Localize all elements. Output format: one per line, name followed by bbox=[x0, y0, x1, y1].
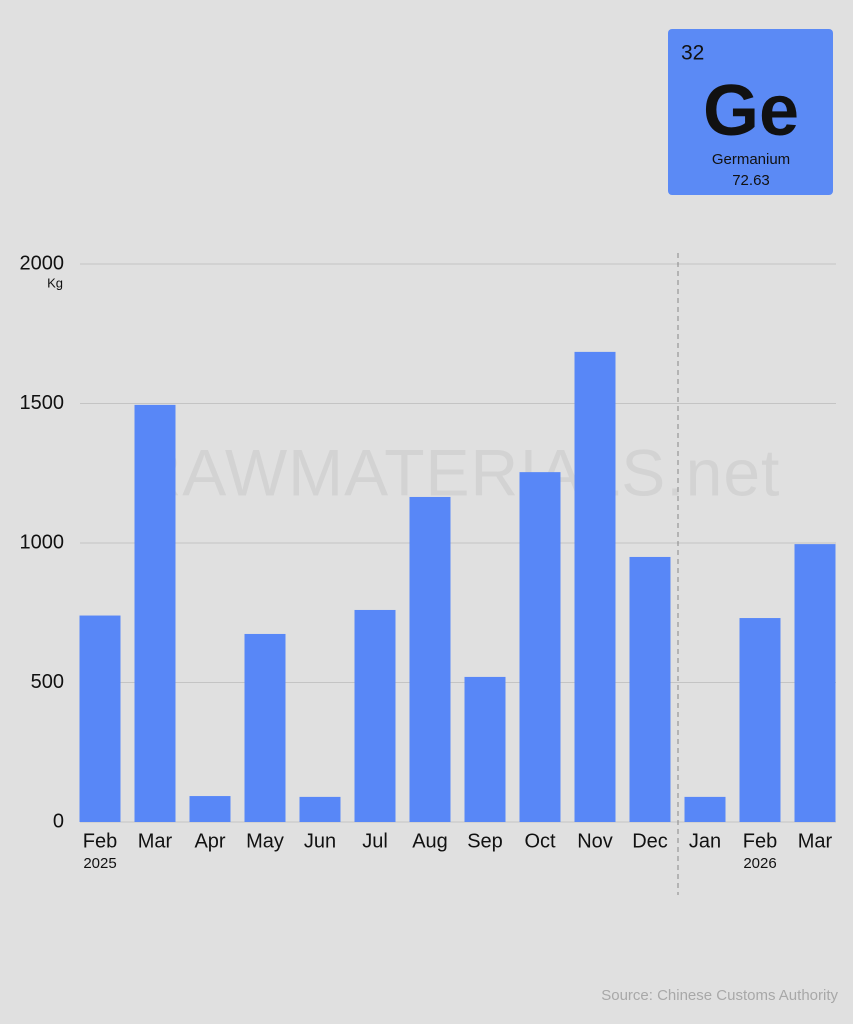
year-label: 2026 bbox=[743, 855, 776, 872]
x-tick-label: Jul bbox=[362, 830, 388, 852]
x-tick-label: Mar bbox=[138, 830, 173, 852]
x-tick-label: Aug bbox=[412, 830, 448, 852]
x-tick-label: Feb bbox=[83, 830, 117, 852]
bar bbox=[739, 618, 781, 822]
element-mass: 72.63 bbox=[732, 172, 770, 189]
watermark: RAWMATERIALS.net bbox=[134, 435, 781, 509]
bar bbox=[354, 609, 396, 822]
bar bbox=[629, 556, 671, 822]
bar bbox=[79, 615, 121, 822]
y-tick-label: 500 bbox=[31, 671, 64, 693]
x-tick-label: Feb bbox=[743, 830, 777, 852]
x-tick-label: May bbox=[246, 830, 284, 852]
element-number: 32 bbox=[681, 42, 704, 65]
bar bbox=[299, 796, 341, 822]
y-tick-label: 0 bbox=[53, 810, 64, 832]
bar bbox=[189, 796, 231, 822]
y-unit: Kg bbox=[47, 275, 63, 290]
x-tick-label: Nov bbox=[577, 830, 613, 852]
y-tick-label: 1500 bbox=[20, 392, 65, 414]
x-tick-label: Sep bbox=[467, 830, 503, 852]
x-tick-label: Mar bbox=[798, 830, 833, 852]
y-tick-label: 2000 bbox=[20, 252, 65, 274]
x-tick-label: Apr bbox=[194, 830, 225, 852]
y-tick-label: 1000 bbox=[20, 531, 65, 553]
element-name: Germanium bbox=[712, 151, 790, 168]
plot: 0 500 1000 1500 2000 Feb 2025 Mar Apr May Jun Jul Au… bbox=[20, 252, 836, 872]
year-label: 2025 bbox=[83, 855, 116, 872]
bar bbox=[409, 496, 451, 822]
bar bbox=[244, 633, 286, 822]
source: Source: Chinese Customs Authority bbox=[601, 987, 838, 1004]
x-tick-label: Jan bbox=[689, 830, 721, 852]
bar bbox=[574, 351, 616, 822]
x-tick-label: Oct bbox=[524, 830, 556, 852]
x-tick-label: Dec bbox=[632, 830, 668, 852]
bar bbox=[794, 544, 836, 822]
element-symbol: Ge bbox=[703, 71, 799, 151]
element-box bbox=[668, 29, 833, 195]
bar bbox=[464, 676, 506, 822]
bar bbox=[134, 404, 176, 822]
bar bbox=[519, 472, 561, 822]
bar bbox=[684, 796, 726, 822]
x-tick-label: Jun bbox=[304, 830, 336, 852]
